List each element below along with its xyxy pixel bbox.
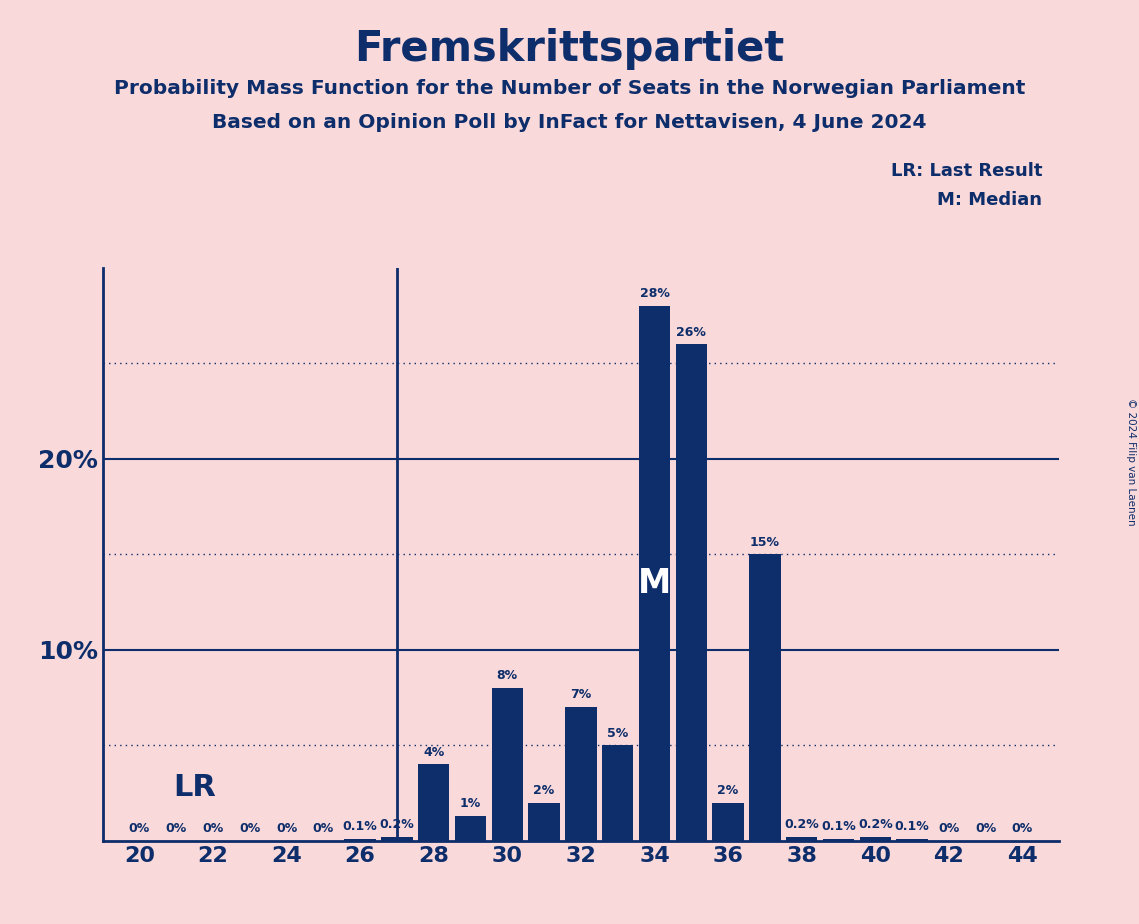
- Text: 0.1%: 0.1%: [821, 821, 855, 833]
- Bar: [454, 816, 486, 841]
- Text: 0%: 0%: [1011, 822, 1033, 835]
- Text: 5%: 5%: [607, 726, 629, 739]
- Text: 0.2%: 0.2%: [785, 819, 819, 832]
- Text: 0.2%: 0.2%: [379, 819, 415, 832]
- Text: 0.1%: 0.1%: [895, 821, 929, 833]
- Text: 0%: 0%: [939, 822, 959, 835]
- Text: 0.1%: 0.1%: [343, 821, 377, 833]
- Text: 2%: 2%: [718, 784, 739, 796]
- Bar: [786, 837, 818, 841]
- Text: 28%: 28%: [640, 287, 670, 300]
- Bar: [749, 554, 780, 841]
- Text: 8%: 8%: [497, 669, 518, 682]
- Bar: [528, 803, 559, 841]
- Bar: [860, 837, 891, 841]
- Text: 15%: 15%: [749, 536, 780, 549]
- Bar: [639, 306, 670, 841]
- Bar: [603, 746, 633, 841]
- Bar: [492, 688, 523, 841]
- Bar: [565, 707, 597, 841]
- Text: 0.2%: 0.2%: [858, 819, 893, 832]
- Bar: [675, 345, 707, 841]
- Text: Based on an Opinion Poll by InFact for Nettavisen, 4 June 2024: Based on an Opinion Poll by InFact for N…: [212, 113, 927, 132]
- Text: 2%: 2%: [533, 784, 555, 796]
- Text: 0%: 0%: [313, 822, 334, 835]
- Text: 0%: 0%: [975, 822, 997, 835]
- Text: © 2024 Filip van Laenen: © 2024 Filip van Laenen: [1126, 398, 1136, 526]
- Text: 26%: 26%: [677, 325, 706, 338]
- Bar: [713, 803, 744, 841]
- Text: LR: LR: [173, 772, 216, 802]
- Bar: [418, 764, 449, 841]
- Text: LR: Last Result: LR: Last Result: [891, 162, 1042, 179]
- Bar: [382, 837, 412, 841]
- Text: 0%: 0%: [165, 822, 187, 835]
- Text: M: M: [638, 566, 671, 600]
- Text: 0%: 0%: [203, 822, 223, 835]
- Text: 0%: 0%: [239, 822, 261, 835]
- Bar: [822, 839, 854, 841]
- Text: Fremskrittspartiet: Fremskrittspartiet: [354, 28, 785, 69]
- Text: 7%: 7%: [571, 688, 591, 701]
- Text: 1%: 1%: [460, 797, 481, 810]
- Bar: [344, 839, 376, 841]
- Text: Probability Mass Function for the Number of Seats in the Norwegian Parliament: Probability Mass Function for the Number…: [114, 79, 1025, 98]
- Bar: [896, 839, 927, 841]
- Text: 4%: 4%: [423, 746, 444, 759]
- Text: 0%: 0%: [276, 822, 297, 835]
- Text: M: Median: M: Median: [937, 191, 1042, 209]
- Text: 0%: 0%: [129, 822, 150, 835]
